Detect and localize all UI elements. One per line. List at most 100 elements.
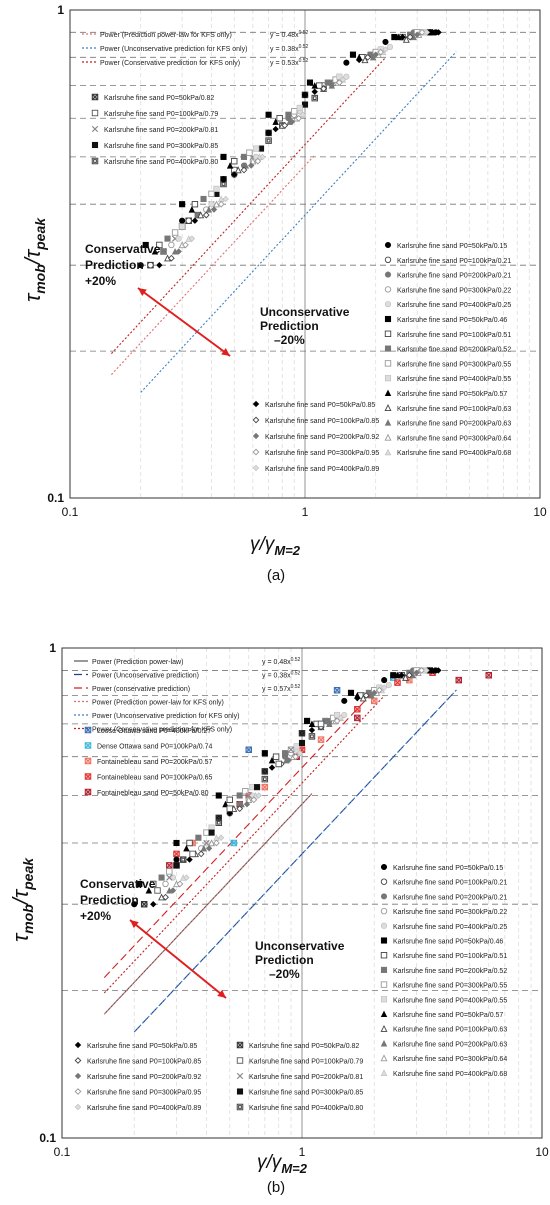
legend-label: Karlsruhe fine sand P0=400kPa/0.55 [393,997,507,1004]
annotation-line: Unconservative [255,939,345,953]
legend-label: Karlsruhe fine sand P0=100kPa/0.85 [87,1059,201,1066]
data-point [179,223,186,230]
data-point [339,76,347,83]
x-axis-label: γ/γM=2 [257,1152,308,1176]
fit-line [140,51,457,393]
data-point [347,689,355,696]
data-point [402,35,410,43]
x-axis-label-sub: M=2 [281,1161,307,1176]
data-point [333,717,341,725]
annotation-line: +20% [80,909,111,923]
data-point [405,671,413,679]
plot-area [61,647,543,1139]
data-point [131,901,138,908]
legend-label: Karlsruhe fine sand P0=400kPa/0.68 [393,1071,507,1078]
legend-label: Karlsruhe fine sand P0=100kPa/0.51 [397,332,511,339]
legend-marker-swatch [236,1088,244,1095]
data-point [308,733,316,740]
data-point [371,689,378,697]
data-point [246,149,253,156]
legend-label: Power (Prediction power-law for KFS only… [100,32,232,39]
data-point [179,201,186,208]
legend-label: Karlsruhe fine sand P0=50kPa/0.82 [104,95,214,102]
legend-marker-swatch [380,863,388,871]
legend-marker-swatch [91,93,99,101]
data-point [354,714,361,722]
legend-label: Loose Ottawa sand P0=400kPa/0.27 [97,728,211,735]
annotation-line: Prediction [255,953,314,967]
legend-label: Karlsruhe fine sand P0=400kPa/0.25 [397,302,511,309]
data-point [377,48,385,56]
data-point [306,79,314,86]
legend-label: Karlsruhe fine sand P0=200kPa/0.92 [87,1074,201,1081]
gridlines [70,10,540,498]
data-point [265,129,272,136]
legend-label: Karlsruhe fine sand P0=400kPa/0.80 [249,1105,363,1112]
fit-lines [110,51,457,393]
fit-lines [103,685,457,1033]
data-point [354,705,361,713]
legend-marker-swatch [384,241,392,249]
fit-equation-base: y = 0.48x [262,659,291,666]
legend-label: Power (Unconservative prediction for KFS… [92,713,239,720]
legend-label: Karlsruhe fine sand P0=50kPa/0.82 [249,1043,359,1050]
data-point [240,166,248,174]
data-point [254,784,261,791]
data-point [423,29,431,36]
data-point [292,753,299,761]
data-points [137,28,442,269]
legend-marker-swatch [380,952,388,959]
legend-label: Fontainebleau sand P0=200kPa/0.57 [97,759,213,766]
legend-marker-swatch [380,996,388,1003]
y-tick-label: 1 [49,641,56,655]
data-point [156,241,163,249]
legend-label: Dense Ottawa sand P0=100kPa/0.74 [97,744,212,751]
data-point [276,115,283,122]
data-point [285,111,292,118]
legend-marker-swatch [74,1041,82,1049]
data-point [343,73,350,80]
legend-marker-swatch [74,1088,82,1095]
data-point [242,162,250,169]
data-point [156,261,163,269]
data-point [200,844,208,852]
legend-label: Karlsruhe fine sand P0=100kPa/0.85 [265,418,379,425]
legend-label: Karlsruhe fine sand P0=200kPa/0.63 [393,1041,507,1048]
annotation-line: +20% [85,274,116,288]
fit-equation-base: y = 0.38x [270,46,299,53]
data-point [333,686,341,694]
data-point [368,692,375,699]
fit-line [103,793,313,1015]
panel-caption: (a) [267,567,285,584]
annotation-line: Conservative [80,877,156,891]
legend-label: Karlsruhe fine sand P0=50kPa/0.15 [393,865,503,872]
fit-line [103,685,380,978]
legend-label: Karlsruhe fine sand P0=50kPa/0.15 [397,243,507,250]
legend-label: Karlsruhe fine sand P0=50kPa/0.85 [87,1043,197,1050]
data-point [291,108,298,115]
fit-equation-exponent: 0.52 [291,671,301,677]
data-point [208,829,215,836]
legend-marker-swatch [384,271,392,278]
data-point [213,185,220,192]
data-point [255,792,262,799]
data-point [215,792,222,799]
data-point [298,739,306,747]
data-point [402,673,410,681]
legend-label: Karlsruhe fine sand P0=400kPa/0.80 [104,159,218,166]
data-point [191,217,199,224]
data-point [335,79,343,86]
gridlines [62,648,542,1138]
data-point [261,768,269,775]
legend-label: Karlsruhe fine sand P0=200kPa/0.21 [393,894,507,901]
data-point [253,145,260,152]
legend-label: Power (Unconservative prediction for KFS… [100,46,247,53]
legend-marker-swatch [384,419,392,426]
data-point [359,694,367,702]
data-point [220,176,227,183]
legend-marker-swatch [236,1072,244,1080]
legend-marker-swatch [384,389,392,397]
legend-marker-swatch [384,433,392,441]
x-axis-label-main: γ/γ [250,534,276,555]
data-point [186,856,193,863]
